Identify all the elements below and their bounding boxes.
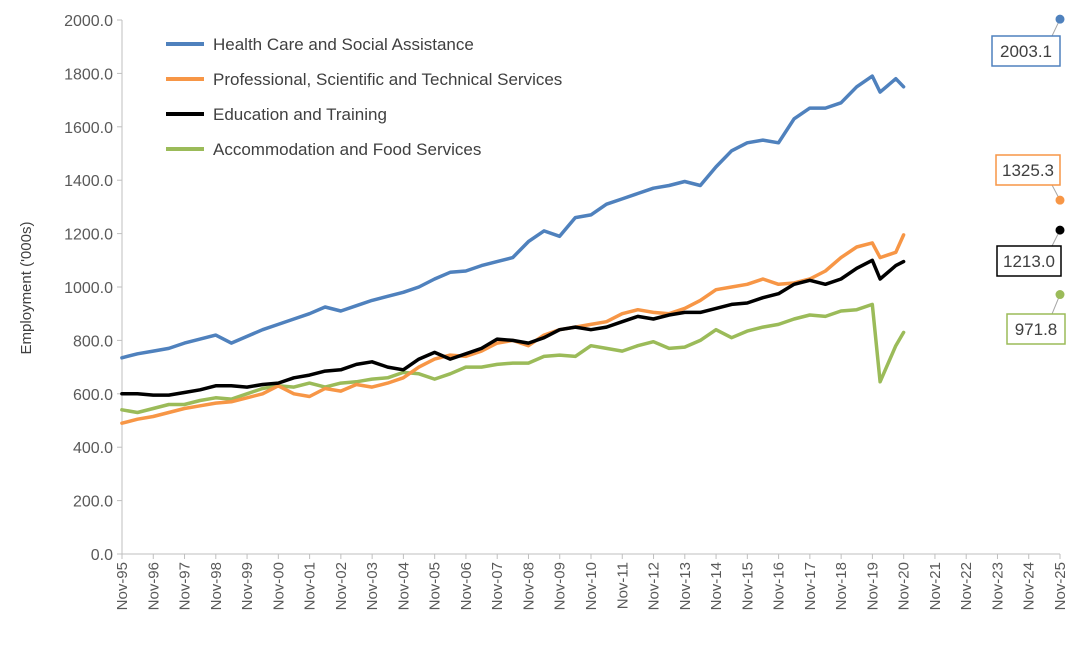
x-tick-label: Nov-13 — [677, 562, 694, 610]
series-line-2 — [120, 258, 906, 397]
series-line-3 — [120, 302, 906, 415]
x-tick-label: Nov-07 — [489, 562, 506, 610]
projection-label-0: 2003.1 — [1000, 42, 1052, 61]
series-layer — [120, 74, 906, 425]
projection-label-1: 1325.3 — [1002, 161, 1054, 180]
x-tick-label: Nov-16 — [771, 562, 788, 610]
x-tick-label: Nov-00 — [270, 562, 287, 610]
x-tick-label: Nov-15 — [739, 562, 756, 610]
y-tick-label: 1200.0 — [64, 227, 113, 244]
x-tick-label: Nov-18 — [833, 562, 850, 610]
x-tick-label: Nov-11 — [614, 562, 631, 609]
projection-box-0 — [991, 35, 1061, 67]
projection-box-1 — [995, 154, 1061, 186]
x-tick-label: Nov-20 — [896, 562, 913, 610]
x-tick-label: Nov-25 — [1052, 562, 1069, 610]
x-tick-label: Nov-12 — [646, 562, 663, 610]
x-tick-label: Nov-96 — [145, 562, 162, 610]
y-tick-label: 1600.0 — [64, 120, 113, 137]
x-tick-label: Nov-06 — [458, 562, 475, 610]
x-tick-label: Nov-08 — [520, 562, 537, 610]
projection-box-2 — [996, 245, 1062, 277]
y-tick-label: 2000.0 — [64, 13, 113, 30]
projection-label-2: 1213.0 — [1003, 252, 1055, 271]
y-tick-label: 400.0 — [73, 440, 113, 457]
legend-label-0: Health Care and Social Assistance — [213, 35, 474, 54]
x-tick-label: Nov-01 — [302, 562, 319, 610]
projection-point-2 — [1055, 225, 1065, 235]
axes: 0.0 200.0 400.0 600.0 800.0 1000.0 1200.0 1400.… — [64, 13, 1069, 610]
x-tick-label: Nov-19 — [864, 562, 881, 610]
x-tick-label: Nov-23 — [989, 562, 1006, 610]
projection-point-0 — [1055, 14, 1065, 24]
y-tick-label: 1400.0 — [64, 173, 113, 190]
legend-label-3: Accommodation and Food Services — [213, 140, 481, 159]
x-tick-label: Nov-04 — [395, 562, 412, 610]
legend: Health Care and Social Assistance Profess… — [166, 35, 562, 159]
x-tick-label: Nov-22 — [958, 562, 975, 610]
x-tick-label: Nov-03 — [364, 562, 381, 610]
x-tick-label: Nov-05 — [427, 562, 444, 610]
x-tick-label: Nov-99 — [239, 562, 256, 610]
x-tick-label: Nov-17 — [802, 562, 819, 610]
x-tick-label: Nov-95 — [114, 562, 131, 610]
legend-label-1: Professional, Scientific and Technical S… — [213, 70, 562, 89]
projection-box-3 — [1006, 313, 1066, 345]
y-tick-label: 800.0 — [73, 333, 113, 350]
series-line-0 — [120, 74, 906, 360]
x-tick-label: Nov-10 — [583, 562, 600, 610]
x-tick-label: Nov-02 — [333, 562, 350, 610]
x-tick-label: Nov-21 — [927, 562, 944, 610]
y-tick-label: 0.0 — [91, 547, 113, 564]
y-tick-label: 1000.0 — [64, 280, 113, 297]
x-tick-label: Nov-98 — [208, 562, 225, 610]
y-tick-label: 600.0 — [73, 387, 113, 404]
y-tick-label: 1800.0 — [64, 66, 113, 83]
projection-callouts: 2003.1 1325.3 1213.0 971.8 — [991, 14, 1066, 345]
projection-point-3 — [1055, 290, 1065, 300]
y-axis-label: Employment ('000s) — [18, 222, 35, 355]
legend-label-2: Education and Training — [213, 105, 387, 124]
x-tick-label: Nov-97 — [177, 562, 194, 610]
projection-label-3: 971.8 — [1015, 320, 1058, 339]
x-tick-label: Nov-09 — [552, 562, 569, 610]
x-tick-label: Nov-24 — [1021, 562, 1038, 610]
x-tick-label: Nov-14 — [708, 562, 725, 610]
y-tick-label: 200.0 — [73, 494, 113, 511]
projection-point-1 — [1055, 195, 1065, 205]
